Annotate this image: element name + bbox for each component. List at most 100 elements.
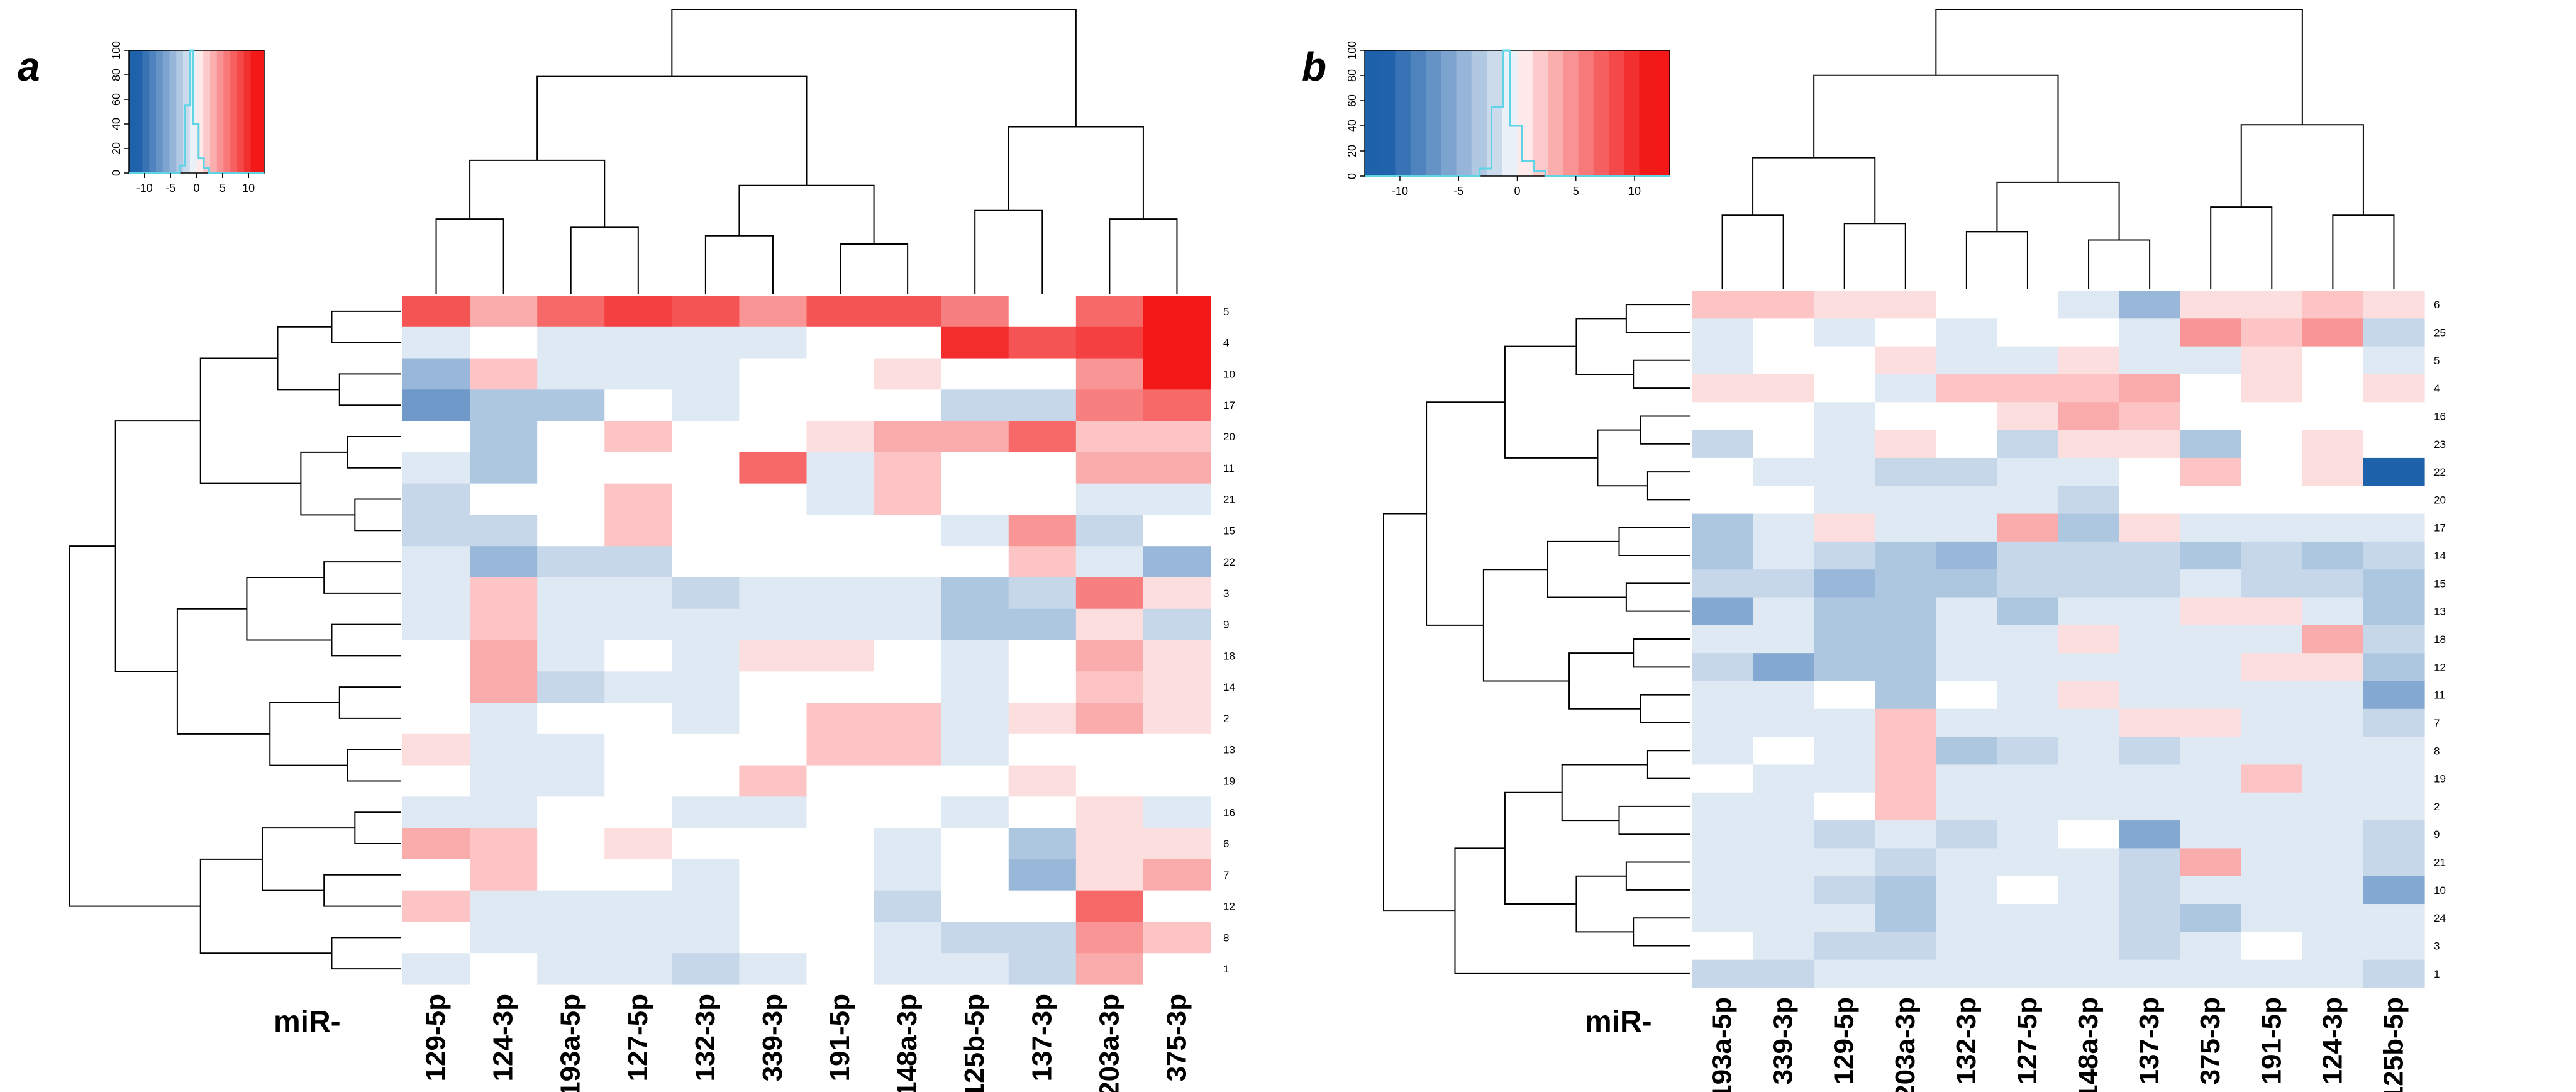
heatmap-cell: [2058, 374, 2120, 403]
column-label: 375-3p: [1161, 994, 1192, 1081]
heatmap-cell: [1143, 358, 1211, 390]
row-label: 5: [1223, 306, 1229, 318]
heatmap-cell: [806, 953, 875, 985]
heatmap-cell: [739, 765, 808, 797]
color-key-y-tick-label: 100: [1346, 41, 1358, 60]
heatmap-cell: [806, 577, 875, 610]
column-label: 191-5p: [824, 994, 855, 1081]
heatmap-cell: [604, 358, 672, 390]
heatmap-cell: [739, 922, 808, 954]
heatmap-cell: [672, 703, 740, 735]
heatmap-cell: [874, 922, 942, 954]
row-label: 6: [1223, 838, 1229, 850]
heatmap-cell: [2119, 653, 2181, 682]
heatmap-cell: [470, 483, 538, 516]
color-key-bin: [203, 50, 211, 173]
heatmap-cell: [1814, 541, 1875, 570]
color-key-histogram: [129, 49, 264, 174]
heatmap-cell: [739, 671, 808, 703]
heatmap-cell: [2363, 374, 2425, 403]
heatmap-cell: [1753, 346, 1814, 375]
color-key-bin: [1517, 50, 1533, 176]
heatmap-cell: [1875, 374, 1936, 403]
heatmap-cell: [537, 703, 605, 735]
color-key-y-tick-label: 20: [1346, 145, 1358, 157]
heatmap-cell: [1753, 653, 1814, 682]
heatmap-cell: [672, 546, 740, 578]
color-key-bin: [237, 50, 245, 173]
heatmap-cell: [2363, 959, 2425, 988]
heatmap-cell: [402, 296, 470, 328]
column-label: 129-5p: [421, 994, 452, 1081]
heatmap-cell: [1075, 922, 1144, 954]
heatmap-cell: [2119, 708, 2181, 737]
heatmap-cell: [1875, 430, 1936, 459]
heatmap-cell: [1875, 318, 1936, 347]
row-label: 4: [2434, 382, 2440, 394]
color-key-bin: [223, 50, 231, 173]
heatmap-cell: [806, 483, 875, 516]
heatmap-cell: [672, 733, 740, 766]
heatmap-cell: [1936, 625, 1998, 654]
row-label: 9: [2434, 828, 2440, 840]
heatmap-cell: [1753, 291, 1814, 319]
heatmap-cell: [1692, 486, 1753, 515]
heatmap-cell: [537, 358, 605, 390]
heatmap-cell: [1008, 296, 1077, 328]
heatmap-cell: [2363, 318, 2425, 347]
color-key-bin: [250, 50, 258, 173]
heatmap-cell: [874, 326, 942, 359]
heatmap-cell: [672, 421, 740, 453]
column-label: 127-5p: [2012, 997, 2043, 1084]
heatmap-cell: [537, 326, 605, 359]
heatmap-cell: [2302, 513, 2364, 542]
heatmap-cell: [1143, 703, 1211, 735]
heatmap-cell: [470, 953, 538, 985]
heatmap-cell: [1143, 859, 1211, 891]
column-label: 191-5p: [2256, 997, 2287, 1084]
heatmap-cell: [739, 640, 808, 672]
heatmap-cell: [874, 953, 942, 985]
heatmap-cell: [2180, 457, 2242, 486]
heatmap-cell: [2180, 820, 2242, 849]
heatmap-cell: [672, 389, 740, 421]
heatmap-cell: [2180, 374, 2242, 403]
column-label: 124-3p: [488, 994, 519, 1081]
heatmap-cell: [2241, 737, 2303, 766]
heatmap-cell: [1814, 457, 1875, 486]
row-label: 22: [1223, 556, 1235, 568]
heatmap-cell: [402, 733, 470, 766]
color-key-x-tick-label: 5: [1573, 185, 1579, 198]
color-key-histogram: [1365, 49, 1670, 177]
heatmap-cell: [739, 608, 808, 641]
heatmap-cell: [2180, 569, 2242, 598]
heatmap-cell: [806, 922, 875, 954]
row-dendrogram-branch-0: [331, 310, 401, 343]
column-dendrogram-branch-2: [1752, 157, 1876, 224]
heatmap-cell: [537, 922, 605, 954]
row-label: 2: [1223, 713, 1229, 725]
heatmap-cell: [2058, 291, 2120, 319]
column-dendrogram-branch-3: [1965, 231, 2028, 289]
heatmap-cell: [1075, 733, 1144, 766]
heatmap-cell: [874, 483, 942, 516]
heatmap-cell: [1753, 820, 1814, 849]
heatmap-cell: [1692, 876, 1753, 905]
column-dendrogram-branch-7: [2210, 206, 2273, 289]
heatmap-cell: [2363, 848, 2425, 877]
row-dendrogram-branch-4: [1646, 471, 1690, 501]
heatmap-cell: [2302, 904, 2364, 932]
heatmap-cell: [2241, 374, 2303, 403]
row-label: 11: [1223, 462, 1235, 474]
row-label: 19: [2434, 773, 2446, 785]
heatmap-cell: [1753, 848, 1814, 877]
heatmap-cell: [2241, 681, 2303, 710]
heatmap-cell: [2058, 959, 2120, 988]
heatmap-cell: [1008, 922, 1077, 954]
heatmap-cell: [2302, 737, 2364, 766]
color-key-x-tick-label: 10: [1628, 185, 1641, 198]
heatmap-cell: [2180, 430, 2242, 459]
heatmap-cell: [1814, 486, 1875, 515]
heatmap-cell: [806, 452, 875, 484]
heatmap-cell: [2363, 876, 2425, 905]
